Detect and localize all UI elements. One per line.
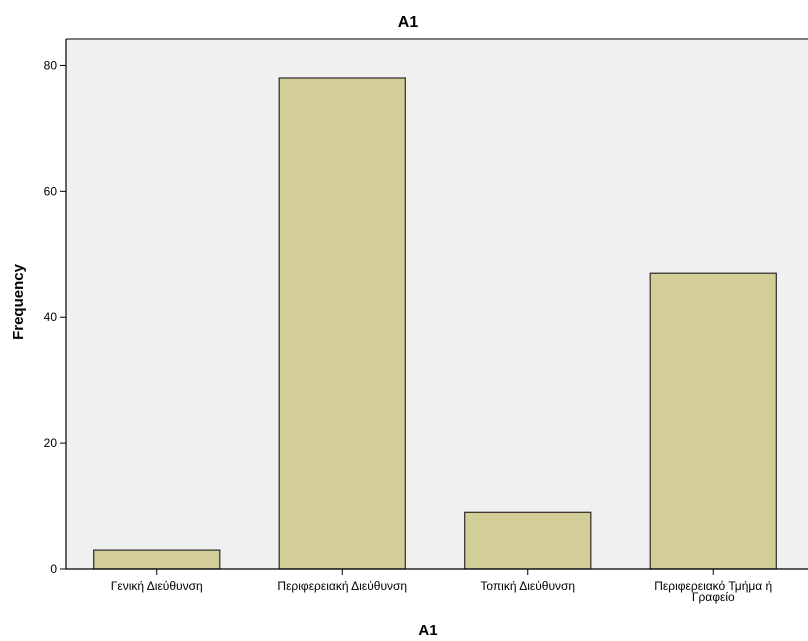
ticks-layer: Γενική Διεύθυνση Περιφερειακή Διεύθυνση Το… <box>44 58 773 604</box>
bar <box>649 272 777 570</box>
y-axis-title: Frequency <box>10 263 27 340</box>
x-tick-label: Τοπική Διεύθυνση <box>480 579 575 593</box>
bar <box>278 77 406 570</box>
x-axis-title: A1 <box>418 622 437 639</box>
y-tick-label: 80 <box>44 58 58 72</box>
axes-layer <box>65 38 808 570</box>
x-tick-label: Γενική Διεύθυνση <box>111 579 203 593</box>
y-tick-label: 20 <box>44 436 58 450</box>
bar <box>464 511 592 570</box>
y-tick-label: 60 <box>44 184 58 198</box>
bar <box>93 549 221 570</box>
y-tick-label: 40 <box>44 310 58 324</box>
y-tick-label: 0 <box>50 562 57 576</box>
x-tick-label: Περιφερειακή Διεύθυνση <box>277 579 407 593</box>
x-tick-label: Περιφερειακό Τμήμα ή Γραφείο <box>654 579 772 604</box>
chart-title: A1 <box>398 14 419 31</box>
bars-layer <box>93 77 777 570</box>
